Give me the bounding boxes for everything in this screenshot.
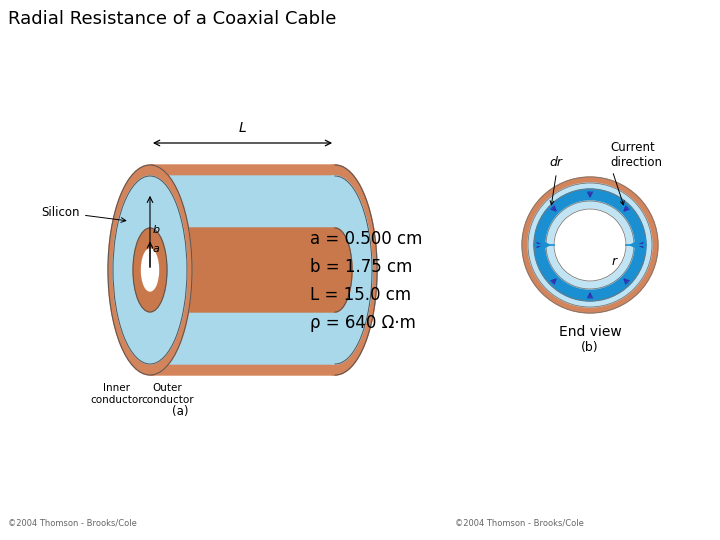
Text: Outer
conductor: Outer conductor xyxy=(141,383,194,404)
Ellipse shape xyxy=(142,249,158,291)
Polygon shape xyxy=(150,228,352,312)
Text: b = 1.75 cm: b = 1.75 cm xyxy=(310,258,413,276)
Text: a = 0.500 cm: a = 0.500 cm xyxy=(310,230,423,248)
Circle shape xyxy=(522,177,658,313)
Text: L = 15.0 cm: L = 15.0 cm xyxy=(310,286,411,304)
Text: Inner
conductor: Inner conductor xyxy=(91,383,143,404)
Text: b: b xyxy=(153,225,160,235)
Circle shape xyxy=(546,201,634,289)
Text: ρ = 640 Ω·m: ρ = 640 Ω·m xyxy=(310,314,416,332)
Text: (a): (a) xyxy=(172,405,188,418)
Text: Radial Resistance of a Coaxial Cable: Radial Resistance of a Coaxial Cable xyxy=(8,10,336,28)
Circle shape xyxy=(534,189,646,301)
Text: a: a xyxy=(153,245,160,254)
Ellipse shape xyxy=(133,228,167,312)
Text: End view: End view xyxy=(559,325,621,339)
Ellipse shape xyxy=(108,165,192,375)
Ellipse shape xyxy=(113,176,187,364)
Ellipse shape xyxy=(298,176,372,364)
Circle shape xyxy=(554,209,626,281)
Text: ©2004 Thomson - Brooks/Cole: ©2004 Thomson - Brooks/Cole xyxy=(8,519,137,528)
Text: r: r xyxy=(611,255,617,268)
Text: Silicon: Silicon xyxy=(42,206,126,222)
Ellipse shape xyxy=(293,165,377,375)
Ellipse shape xyxy=(318,228,352,312)
Text: Current
direction: Current direction xyxy=(611,141,662,169)
Circle shape xyxy=(528,183,652,307)
Text: ©2004 Thomson - Brooks/Cole: ©2004 Thomson - Brooks/Cole xyxy=(455,519,584,528)
Polygon shape xyxy=(150,165,377,375)
Text: (b): (b) xyxy=(581,341,599,354)
Text: L: L xyxy=(238,121,246,135)
Text: dr: dr xyxy=(550,156,563,169)
Polygon shape xyxy=(150,176,372,364)
